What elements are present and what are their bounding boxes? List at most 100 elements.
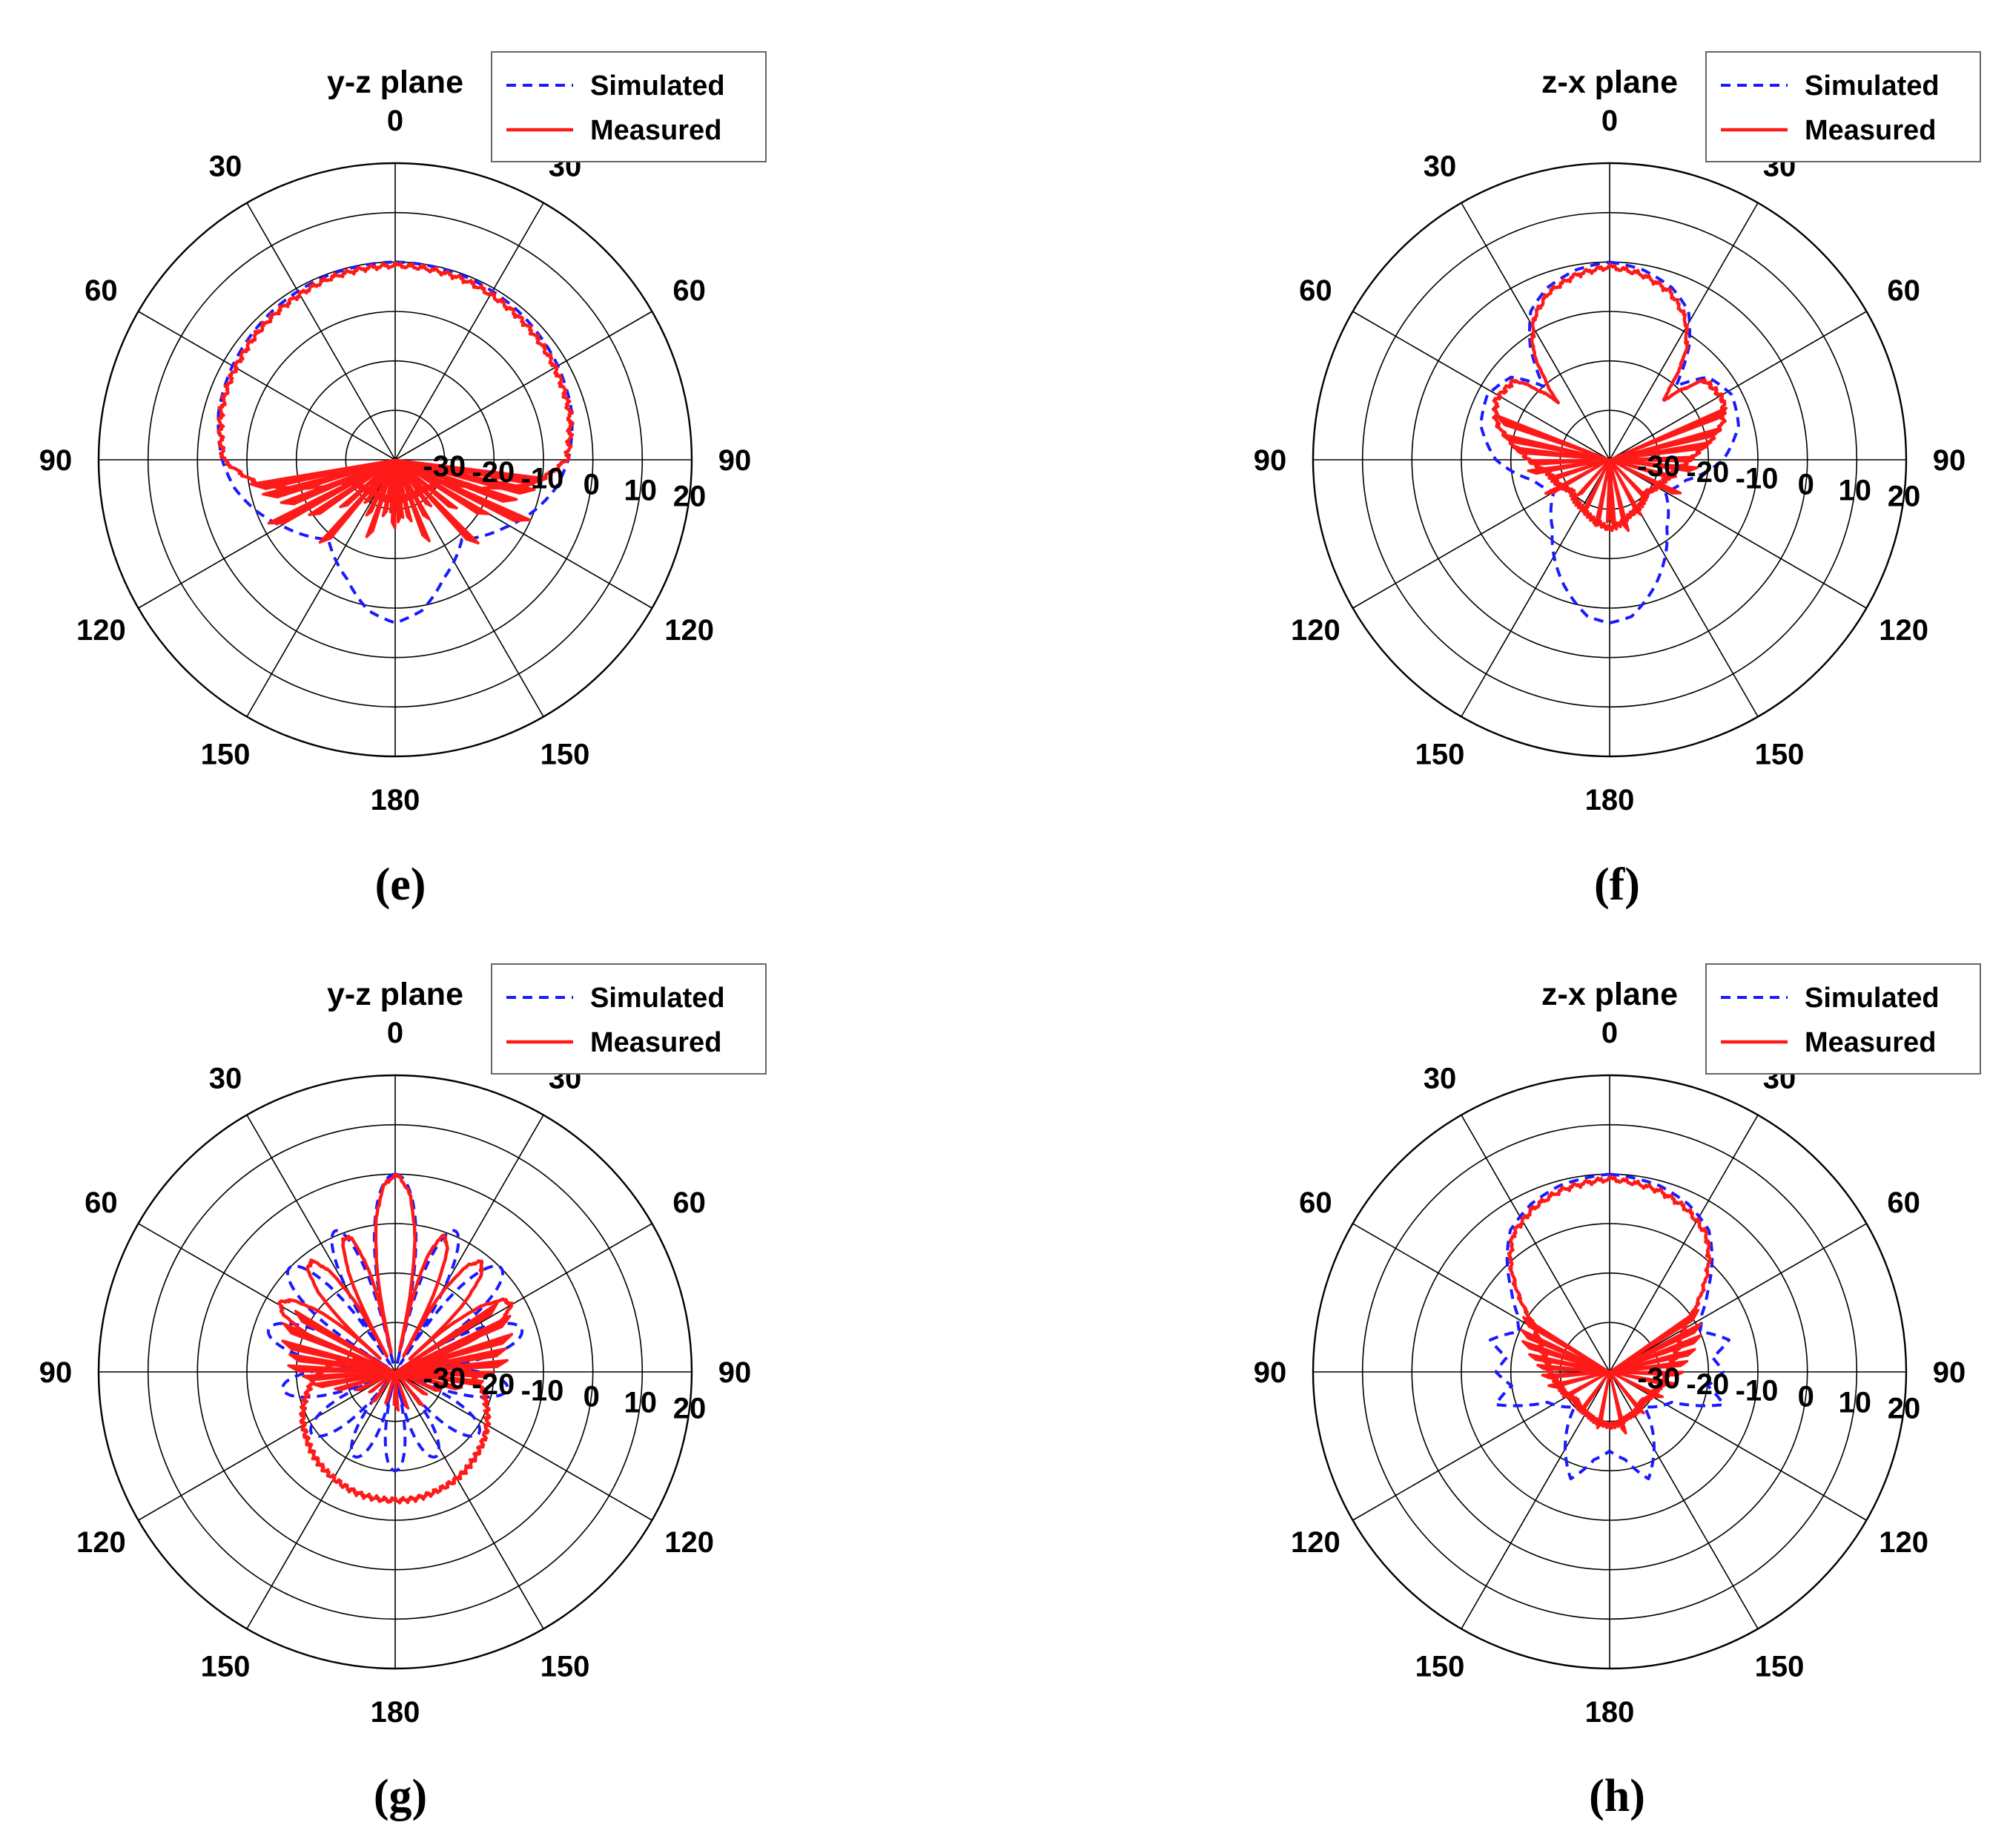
measured-spikes-g: [281, 1301, 514, 1412]
r-tick-label: -10: [1736, 1374, 1779, 1407]
theta-tick-label: 30: [1424, 1062, 1457, 1095]
r-tick-label: 10: [624, 1387, 658, 1419]
theta-tick-label: 0: [1601, 105, 1618, 137]
theta-tick-label: 30: [209, 1062, 242, 1095]
grid-spoke: [138, 1371, 396, 1521]
grid-spoke: [1609, 311, 1867, 461]
r-tick-label: -30: [1637, 450, 1680, 483]
grid-spoke: [246, 459, 396, 717]
legend-measured-label: Measured: [590, 115, 721, 146]
grid-spoke: [1352, 311, 1610, 461]
theta-tick-label: 150: [1755, 739, 1805, 771]
r-tick-label: 0: [1798, 1381, 1814, 1413]
theta-tick-label: 90: [1933, 1356, 1966, 1389]
r-tick-label: -10: [1736, 462, 1779, 495]
theta-tick-label: 180: [371, 1696, 420, 1729]
plane-title: z-x plane: [1541, 977, 1678, 1012]
r-tick-label: -30: [423, 1362, 466, 1395]
panel-caption: (f): [1594, 859, 1640, 910]
grid-spoke: [246, 1371, 396, 1629]
legend-measured-label: Measured: [1805, 115, 1936, 146]
theta-tick-label: 150: [1755, 1651, 1805, 1683]
legend-box: [491, 51, 767, 162]
measured-pattern-f: [1491, 263, 1728, 532]
theta-tick-label: 180: [1585, 784, 1635, 816]
theta-tick-label: 60: [672, 274, 706, 307]
measured-spikes-h: [1520, 1308, 1702, 1435]
theta-tick-label: 90: [718, 1356, 752, 1389]
grid-spoke: [1609, 202, 1759, 461]
simulated-pattern-f: [1479, 260, 1740, 624]
grid-spoke: [1609, 459, 1867, 609]
grid-spoke: [138, 311, 396, 461]
measured-spikes-f: [1495, 406, 1728, 532]
legend-simulated-label: Simulated: [1805, 983, 1940, 1014]
r-tick-label: 10: [1839, 475, 1872, 507]
theta-tick-label: 30: [1424, 150, 1457, 182]
grid-spoke: [1461, 1115, 1610, 1373]
theta-tick-label: 60: [1299, 1187, 1332, 1219]
theta-tick-label: 90: [1933, 444, 1966, 477]
legend-simulated-label: Simulated: [590, 983, 725, 1014]
r-tick-label: 20: [673, 481, 707, 513]
grid-spoke: [246, 202, 396, 461]
r-tick-label: -20: [1686, 456, 1729, 489]
theta-tick-label: 180: [371, 784, 420, 816]
theta-tick-label: 90: [718, 444, 752, 477]
r-tick-label: 20: [673, 1393, 707, 1425]
theta-tick-label: 60: [1887, 274, 1920, 307]
simulated-pattern-e: [216, 260, 574, 624]
r-tick-label: 10: [1839, 1387, 1872, 1419]
theta-tick-label: 120: [1879, 1526, 1928, 1559]
r-tick-label: -30: [423, 450, 466, 483]
theta-tick-label: 60: [1299, 274, 1332, 307]
legend-simulated-label: Simulated: [590, 70, 725, 102]
theta-tick-label: 150: [540, 739, 590, 771]
plane-title: y-z plane: [327, 977, 463, 1012]
r-tick-label: 0: [1798, 469, 1814, 501]
theta-tick-label: 120: [1879, 614, 1928, 647]
theta-tick-label: 120: [76, 1526, 126, 1559]
simulated-pattern-h: [1489, 1172, 1730, 1481]
grid-spoke: [1609, 1223, 1867, 1373]
legend-box: [491, 963, 767, 1075]
r-tick-label: -20: [1686, 1368, 1729, 1401]
theta-tick-label: 90: [39, 1356, 73, 1389]
grid-spoke: [394, 1371, 544, 1629]
theta-tick-label: 150: [540, 1651, 590, 1683]
r-tick-label: -10: [521, 1374, 564, 1407]
theta-tick-label: 0: [387, 1017, 403, 1049]
theta-tick-label: 30: [209, 150, 242, 182]
theta-tick-label: 60: [672, 1187, 706, 1219]
panel-caption: (e): [375, 859, 426, 910]
plane-title: z-x plane: [1541, 65, 1678, 100]
grid-spoke: [394, 202, 544, 461]
theta-tick-label: 90: [1254, 444, 1287, 477]
theta-tick-label: 0: [387, 105, 403, 137]
legend-simulated-label: Simulated: [1805, 70, 1940, 102]
theta-tick-label: 120: [664, 614, 714, 647]
grid-spoke: [1609, 1115, 1759, 1373]
plane-title: y-z plane: [327, 65, 463, 100]
theta-tick-label: 60: [85, 1187, 118, 1219]
grid-spoke: [1461, 459, 1610, 717]
r-tick-label: 20: [1888, 481, 1921, 513]
theta-tick-label: 120: [76, 614, 126, 647]
theta-tick-label: 120: [664, 1526, 714, 1559]
r-tick-label: -30: [1637, 1362, 1680, 1395]
theta-tick-label: 60: [85, 274, 118, 307]
theta-tick-label: 150: [201, 1651, 251, 1683]
theta-tick-label: 60: [1887, 1187, 1920, 1219]
r-tick-label: 0: [584, 469, 600, 501]
r-tick-label: 20: [1888, 1393, 1921, 1425]
theta-tick-label: 150: [1415, 739, 1465, 771]
r-tick-label: -20: [472, 1368, 515, 1401]
theta-tick-label: 90: [39, 444, 73, 477]
r-tick-label: 10: [624, 475, 658, 507]
measured-spikes-e: [249, 458, 548, 545]
theta-tick-label: 150: [201, 739, 251, 771]
